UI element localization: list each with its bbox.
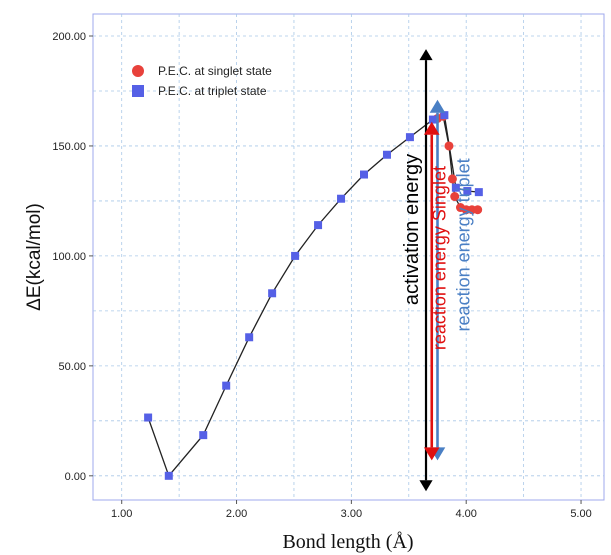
activation-energy-arrow-head-bottom bbox=[419, 480, 433, 492]
triplet-point bbox=[144, 413, 153, 422]
singlet-point bbox=[447, 174, 457, 184]
y-tick-label: 200.00 bbox=[52, 31, 86, 43]
legend-triplet-marker bbox=[132, 85, 144, 97]
activation-energy-arrow bbox=[419, 49, 433, 492]
triplet-point bbox=[268, 289, 277, 298]
triplet-point bbox=[428, 115, 437, 124]
triplet-point bbox=[360, 170, 369, 179]
y-axis-title: ΔE(kcal/mol) bbox=[24, 203, 45, 311]
triplet-point bbox=[405, 133, 414, 142]
x-tick-label: 4.00 bbox=[455, 508, 476, 520]
reaction-triplet-arrow-head-top bbox=[429, 99, 446, 113]
triplet-point bbox=[199, 431, 208, 440]
singlet-point bbox=[450, 192, 460, 202]
singlet-point bbox=[473, 205, 483, 215]
reaction-triplet-label: reaction energy triplet bbox=[454, 158, 474, 331]
x-tick-label: 3.00 bbox=[341, 508, 362, 520]
x-tick-label: 1.00 bbox=[111, 508, 132, 520]
x-tick-label: 2.00 bbox=[226, 508, 247, 520]
legend-singlet-label: P.E.C. at singlet state bbox=[158, 64, 272, 78]
reaction-singlet-arrow bbox=[423, 121, 440, 461]
legend: P.E.C. at singlet state P.E.C. at triple… bbox=[132, 64, 272, 98]
y-tick-label: 0.00 bbox=[65, 471, 86, 483]
x-axis-title: Bond length (Å) bbox=[282, 531, 413, 553]
triplet-point bbox=[291, 251, 300, 260]
triplet-point bbox=[164, 471, 173, 480]
axis-ticks: 1.00 2.00 3.00 4.00 5.00 0.00 50.00 100.00 150.0… bbox=[52, 31, 591, 520]
triplet-point bbox=[314, 221, 323, 230]
plot-frame bbox=[92, 13, 605, 501]
activation-energy-arrow-head-top bbox=[419, 49, 433, 61]
singlet-point bbox=[444, 141, 454, 151]
triplet-point bbox=[222, 381, 231, 390]
triplet-point bbox=[463, 187, 472, 196]
triplet-point bbox=[337, 194, 346, 203]
annotations: activation energy reaction energy Singlet… bbox=[401, 49, 474, 492]
triplet-point bbox=[474, 188, 483, 197]
triplet-point bbox=[245, 333, 254, 342]
reaction-singlet-arrow-head-bottom bbox=[423, 447, 440, 461]
y-tick-label: 50.00 bbox=[58, 361, 86, 373]
activation-energy-label: activation energy bbox=[401, 154, 423, 305]
legend-singlet-marker bbox=[132, 65, 144, 77]
x-tick-label: 5.00 bbox=[570, 508, 591, 520]
triplet-point bbox=[440, 111, 449, 120]
reaction-singlet-label: reaction energy Singlet bbox=[430, 166, 450, 350]
legend-triplet-label: P.E.C. at triplet state bbox=[158, 84, 267, 98]
y-tick-label: 100.00 bbox=[52, 251, 86, 263]
series-markers bbox=[144, 111, 483, 480]
triplet-point bbox=[451, 183, 460, 192]
y-tick-label: 150.00 bbox=[52, 141, 86, 153]
reaction-singlet-arrow-head-top bbox=[423, 121, 440, 135]
triplet-point bbox=[382, 150, 391, 159]
